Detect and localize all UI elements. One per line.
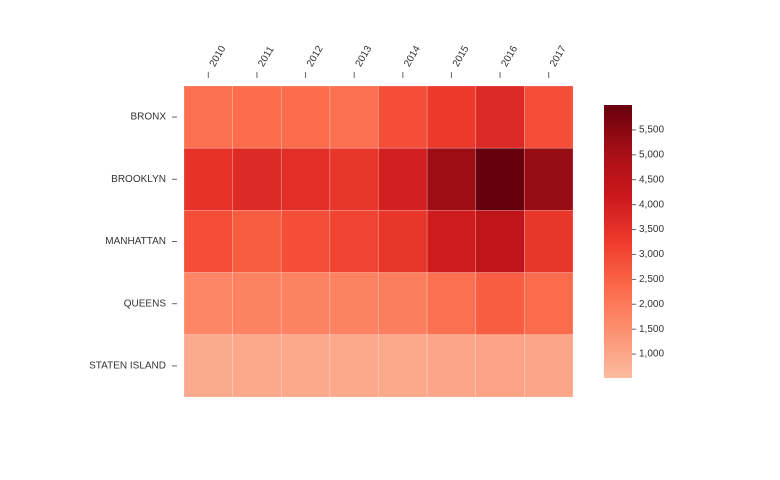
heat-cell: [426, 85, 477, 149]
heat-cell: [183, 272, 233, 336]
heat-cell: [183, 147, 233, 211]
colorbar-tick-label: 3,500: [639, 224, 664, 235]
colorbar-tick-label: 3,000: [639, 249, 664, 260]
heat-cell: [232, 334, 282, 398]
heat-cell: [280, 85, 331, 149]
heat-cell: [329, 210, 379, 273]
heat-cell: [329, 334, 379, 398]
y-tick-label: MANHATTAN: [105, 236, 166, 247]
heat-cell: [475, 210, 525, 273]
heat-cell: [232, 85, 282, 149]
colorbar-tick-label: 4,500: [639, 174, 664, 185]
heat-cell: [524, 85, 574, 149]
heat-cell: [475, 85, 525, 149]
x-tick-label: 2016: [499, 44, 520, 69]
heat-cell: [329, 272, 379, 336]
heat-cell: [524, 334, 574, 398]
heat-cell: [426, 334, 477, 398]
heat-cell: [524, 272, 574, 336]
heat-cell: [329, 85, 379, 149]
x-tick-label: 2011: [256, 44, 276, 69]
heat-cell: [183, 210, 233, 273]
y-tick-label: BROOKLYN: [111, 174, 166, 185]
colorbar-tick-label: 1,000: [639, 349, 664, 360]
y-tick-label: QUEENS: [124, 298, 167, 309]
x-tick-label: 2017: [548, 44, 569, 69]
heat-cell: [232, 272, 282, 336]
colorbar-tick-label: 4,000: [639, 199, 664, 210]
heat-cell: [378, 210, 428, 273]
heat-cell: [475, 272, 525, 336]
colorbar-tick-label: 1,500: [639, 324, 664, 335]
colorbar-tick-label: 2,500: [639, 274, 664, 285]
heat-cell: [232, 210, 282, 273]
heat-cell: [329, 147, 379, 211]
x-tick-label: 2010: [208, 44, 229, 69]
heat-cell: [183, 334, 233, 398]
heat-cell: [426, 210, 477, 273]
heat-cell: [378, 85, 428, 149]
heat-cell: [524, 147, 574, 211]
heat-cell: [378, 272, 428, 336]
x-tick-label: 2012: [305, 44, 326, 69]
heat-cell: [426, 147, 477, 211]
heat-cell: [280, 334, 331, 398]
x-tick-label: 2013: [354, 44, 375, 69]
heat-cell: [232, 147, 282, 211]
x-tick-label: 2014: [402, 44, 423, 69]
colorbar-tick-label: 5,000: [639, 149, 664, 160]
heat-cell: [280, 147, 331, 211]
colorbar: [604, 105, 632, 378]
y-tick-label: STATEN ISLAND: [89, 361, 166, 372]
colorbar-tick-label: 5,500: [639, 125, 664, 136]
colorbar-tick-label: 2,000: [639, 299, 664, 310]
x-tick-label: 2015: [451, 44, 472, 69]
heat-cell: [426, 272, 477, 336]
heat-cell: [378, 334, 428, 398]
heat-cell: [524, 210, 574, 273]
y-tick-label: BRONX: [130, 112, 166, 123]
heat-cell: [475, 334, 525, 398]
heat-cell: [378, 147, 428, 211]
heat-cell: [475, 147, 525, 211]
heat-cell: [280, 210, 331, 273]
heat-cell: [280, 272, 331, 336]
heat-cell: [183, 85, 233, 149]
